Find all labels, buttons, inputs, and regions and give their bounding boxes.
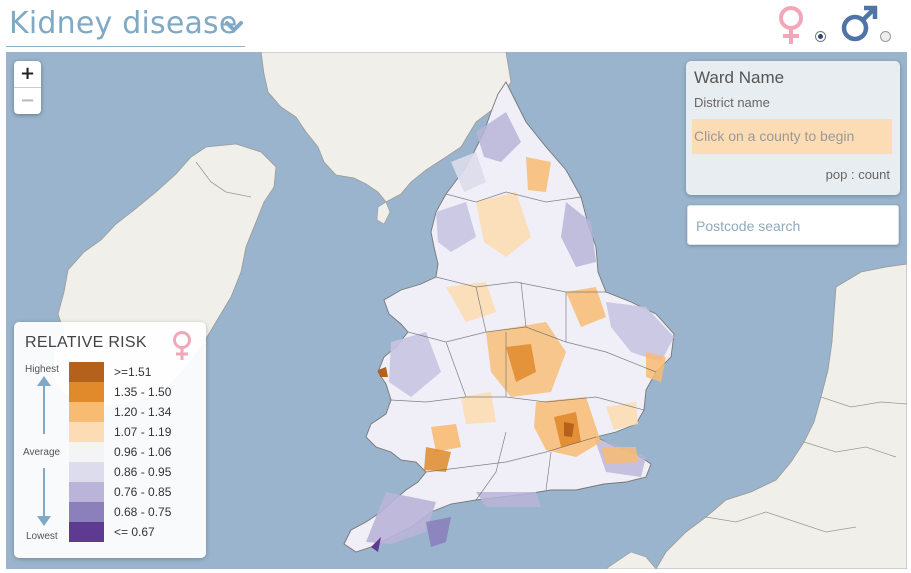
patch-low <box>389 332 441 397</box>
male-radio[interactable] <box>880 31 891 42</box>
legend-swatch <box>69 382 104 402</box>
legend-swatch <box>69 442 104 462</box>
legend-range-label: 0.68 - 0.75 <box>114 505 172 519</box>
zoom-out-button[interactable]: − <box>19 90 36 111</box>
patch-low <box>561 202 596 267</box>
prompt-message: Click on a county to begin <box>692 119 892 154</box>
patch-low <box>476 112 521 162</box>
patch-low <box>606 302 674 362</box>
legend-range-label: 1.20 - 1.34 <box>114 405 172 419</box>
legend-swatch <box>69 362 104 382</box>
postcode-search-box <box>687 205 899 245</box>
patch-low <box>426 517 451 547</box>
legend-range-label: 0.76 - 0.85 <box>114 485 172 499</box>
patch-high <box>606 402 638 430</box>
patch-low <box>451 152 486 192</box>
info-panel: Ward Name District name Click on a count… <box>686 61 900 195</box>
legend: RELATIVE RISK Highest Average Lowest >=1… <box>14 322 206 558</box>
zoom-control: + − <box>14 61 41 114</box>
patch-high <box>601 447 638 464</box>
patch-high <box>506 344 536 382</box>
header: Kidney disease <box>0 0 911 52</box>
district-name: District name <box>694 95 770 110</box>
patch-high <box>431 424 461 452</box>
male-icon[interactable] <box>840 4 880 44</box>
patch-high <box>526 157 551 192</box>
legend-range-label: 0.86 - 0.95 <box>114 465 172 479</box>
lowest-label: Lowest <box>26 531 58 542</box>
legend-swatch <box>69 502 104 522</box>
isle-of-man-land <box>376 201 391 225</box>
pop-count-label: pop : count <box>825 167 890 182</box>
europe-land <box>655 263 907 569</box>
highest-label: Highest <box>25 364 59 375</box>
legend-range-label: <= 0.67 <box>114 525 155 539</box>
legend-swatch <box>69 402 104 422</box>
patch-high <box>646 352 666 382</box>
legend-swatch <box>69 462 104 482</box>
patch-high <box>566 287 606 327</box>
patch-low <box>476 492 541 507</box>
average-label: Average <box>23 447 61 458</box>
legend-range-label: 1.07 - 1.19 <box>114 425 172 439</box>
legend-swatch <box>69 522 104 542</box>
france-coast <box>605 551 657 569</box>
patch-low <box>366 492 436 544</box>
legend-swatch <box>69 422 104 442</box>
zoom-in-button[interactable]: + <box>14 61 41 88</box>
county-boundaries <box>390 191 657 501</box>
patch-high <box>564 422 574 437</box>
page-title: Kidney disease <box>9 6 238 41</box>
legend-range-label: 1.35 - 1.50 <box>114 385 172 399</box>
scale-arrow-icon <box>37 376 51 526</box>
patch-high <box>424 447 451 472</box>
legend-swatch <box>69 482 104 502</box>
female-icon <box>173 331 191 360</box>
patch-high <box>378 367 388 377</box>
patch-high <box>446 282 496 322</box>
disease-selector[interactable]: Kidney disease <box>6 4 245 47</box>
scotland-land <box>260 52 512 203</box>
patch-low <box>371 537 381 552</box>
chevron-down-icon[interactable] <box>224 20 244 34</box>
legend-range-label: >=1.51 <box>114 365 152 379</box>
ni-border <box>195 161 252 198</box>
europe-borders <box>705 396 907 533</box>
female-icon[interactable] <box>774 4 808 46</box>
patch-high <box>476 192 531 257</box>
legend-title: RELATIVE RISK <box>25 334 147 351</box>
patch-high <box>461 392 496 424</box>
legend-range-label: 0.96 - 1.06 <box>114 445 172 459</box>
female-radio[interactable] <box>815 31 826 42</box>
patch-low <box>436 202 476 252</box>
map-canvas[interactable] <box>6 52 907 569</box>
postcode-search-input[interactable] <box>696 218 886 234</box>
ward-name: Ward Name <box>694 68 785 87</box>
